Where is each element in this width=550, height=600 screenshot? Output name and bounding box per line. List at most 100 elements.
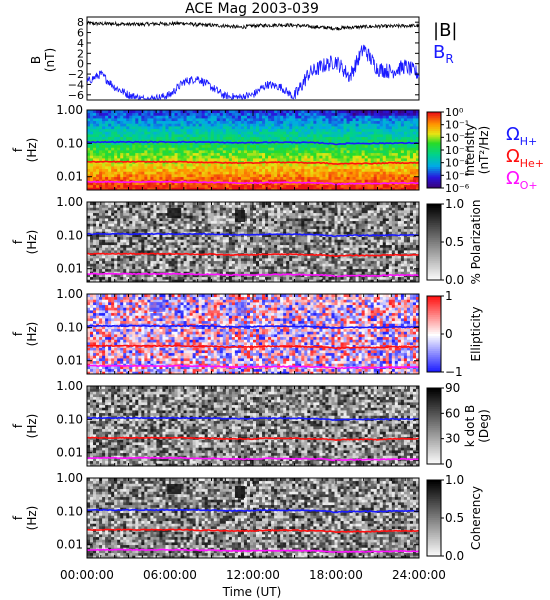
b-radial-line xyxy=(86,44,420,101)
freq-label-line1: f xyxy=(11,331,25,336)
colorbar-tick-label: 10⁻¹ xyxy=(445,119,469,132)
colorbar-label: k dot B xyxy=(463,405,477,447)
chart-title: ACE Mag 2003-039 xyxy=(185,1,319,17)
o-plus-gyro-line xyxy=(86,456,420,462)
colorbar-label-units: (Deg) xyxy=(477,409,491,443)
b-tick-label: −4 xyxy=(68,78,84,91)
o-plus-gyro-line xyxy=(87,364,420,370)
freq-tick-label: 0.01 xyxy=(56,446,83,460)
o-plus-gyro-line xyxy=(86,548,420,554)
b-tick-label: 0 xyxy=(77,58,84,71)
colorbar-label: Intensity xyxy=(463,124,477,176)
time-axis: 00:00:00 06:00:00 12:00:00 18:00:00 24:00:00 xyxy=(60,568,446,582)
freq-tick-label: 1.00 xyxy=(56,195,83,209)
colorbar-tick-label: 10⁻³ xyxy=(445,144,469,157)
x-axis-label: Time (UT) xyxy=(222,585,282,599)
panel-polarization: 1.00 0.10 0.01 f (Hz) 1.0 0.5 0.0 % Polarization xyxy=(11,195,483,287)
freq-tick-label: 1.00 xyxy=(56,103,83,117)
legend-h-plus: ΩH+ xyxy=(506,124,537,148)
b-tick-label: −6 xyxy=(68,89,84,102)
h-plus-gyro-line xyxy=(86,416,420,422)
h-plus-gyro-line xyxy=(86,508,420,514)
panel-intensity: 1.00 0.10 0.01 f (Hz) 10⁰10⁻¹10⁻²10⁻³10⁻⁴10⁻⁵… xyxy=(11,103,544,195)
b-ylabel-line2: (nT) xyxy=(43,48,57,72)
spectrogram-panels: 1.000.100.01f (Hz)10⁰10⁻¹10⁻²10⁻³10⁻⁴10⁻⁵… xyxy=(11,103,544,563)
o-plus-gyro-line xyxy=(86,180,420,186)
legend-o-plus: ΩO+ xyxy=(506,168,538,192)
freq-label-line2: (Hz) xyxy=(25,138,39,163)
legend-he-plus: ΩHe+ xyxy=(506,146,544,170)
legend-b-radial: BR xyxy=(433,42,454,66)
colorbar-tick-label: 10⁻⁶ xyxy=(445,182,470,195)
freq-tick-label: 0.10 xyxy=(56,136,83,150)
colorbar-tick-label: 1 xyxy=(445,289,453,303)
h-plus-gyro-line xyxy=(86,232,420,238)
freq-label-line1: f xyxy=(11,423,25,428)
colorbar-label: Coherency xyxy=(469,486,483,550)
he-plus-gyro-line xyxy=(86,528,420,534)
colorbar-tick-label: 30 xyxy=(445,432,460,446)
freq-label-line2: (Hz) xyxy=(25,414,39,439)
he-plus-gyro-line xyxy=(86,160,420,166)
freq-label-line1: f xyxy=(11,515,25,520)
colorbar-tick-label: 60 xyxy=(445,406,460,420)
b-field-traces xyxy=(86,20,420,101)
freq-tick-label: 0.10 xyxy=(56,504,83,518)
freq-tick-label: 1.00 xyxy=(56,287,83,301)
freq-tick-label: 0.01 xyxy=(56,262,83,276)
freq-tick-label: 1.00 xyxy=(56,379,83,393)
h-plus-gyro-line xyxy=(86,140,419,146)
colorbar-tick-label: 0.0 xyxy=(445,549,464,563)
colorbar-tick-label: 10⁻⁵ xyxy=(445,169,469,182)
freq-label-line2: (Hz) xyxy=(25,506,39,531)
colorbar-tick-label: 1.0 xyxy=(445,197,464,211)
colorbar-tick-label: 10⁰ xyxy=(445,106,464,119)
he-plus-gyro-line xyxy=(86,436,419,442)
panel-coherency: 1.00 0.10 0.01 f (Hz) 1.0 0.5 0.0 Coherency xyxy=(11,471,483,563)
colorbar-label: % Polarization xyxy=(469,200,483,285)
colorbar-tick-label: 0 xyxy=(445,457,453,471)
he-plus-gyro-line xyxy=(86,344,420,350)
freq-tick-label: 0.01 xyxy=(56,170,83,184)
x-tick-label: 18:00:00 xyxy=(309,568,363,582)
colorbar-tick-label: 10⁻⁴ xyxy=(445,157,470,170)
freq-tick-label: 0.01 xyxy=(56,538,83,552)
colorbar-tick-label: 0.0 xyxy=(445,273,464,287)
freq-tick-label: 1.00 xyxy=(56,471,83,485)
freq-label-line1: f xyxy=(11,239,25,244)
freq-tick-label: 0.01 xyxy=(56,354,83,368)
freq-label-line2: (Hz) xyxy=(25,322,39,347)
b-ylabel-line1: B xyxy=(29,56,43,64)
colorbar-tick-label: 10⁻² xyxy=(445,131,469,144)
x-tick-label: 00:00:00 xyxy=(60,568,114,582)
colorbar-label-units: (nT²/Hz) xyxy=(477,126,491,174)
o-plus-gyro-line xyxy=(86,272,420,278)
he-plus-gyro-line xyxy=(87,252,420,258)
x-tick-label: 06:00:00 xyxy=(143,568,197,582)
colorbar-tick-label: 90 xyxy=(445,381,460,395)
x-tick-label: 24:00:00 xyxy=(392,568,446,582)
colorbar-tick-label: 0.5 xyxy=(445,511,464,525)
b-tick-label: 6 xyxy=(77,27,84,40)
b-tick-label: 4 xyxy=(77,37,84,50)
freq-tick-label: 0.10 xyxy=(56,228,83,242)
freq-label-line1: f xyxy=(11,147,25,152)
colorbar-tick-label: 0.5 xyxy=(445,235,464,249)
colorbar-label: Ellipticity xyxy=(469,307,483,362)
panel-kdotb: 1.00 0.10 0.01 f (Hz) 90 60 30 0 k dot B (Deg) xyxy=(11,379,491,471)
x-tick-label: 12:00:00 xyxy=(226,568,280,582)
legend-b-magnitude: |B| xyxy=(433,20,457,41)
h-plus-gyro-line xyxy=(86,324,420,329)
freq-tick-label: 0.10 xyxy=(56,320,83,334)
colorbar-tick-label: 1.0 xyxy=(445,473,464,487)
freq-tick-label: 0.10 xyxy=(56,412,83,426)
b-tick-label: −2 xyxy=(68,68,84,81)
freq-label-line2: (Hz) xyxy=(25,230,39,255)
colorbar-tick-label: 0 xyxy=(445,327,453,341)
panel-ellipticity: 1.00 0.10 0.01 f (Hz) 1 0 −1 Ellipticity xyxy=(11,287,483,379)
b-tick-label: 2 xyxy=(77,47,84,60)
b-magnitude-line xyxy=(86,20,420,32)
